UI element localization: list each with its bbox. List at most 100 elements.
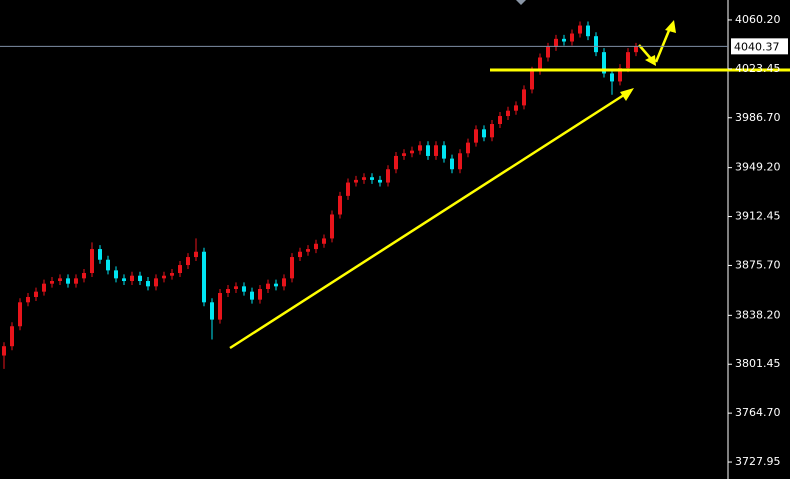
candle-body	[402, 153, 406, 156]
candle-body	[386, 169, 390, 183]
candle-body	[266, 283, 270, 289]
candle-body	[426, 145, 430, 156]
candle-body	[34, 291, 38, 297]
candle-body	[330, 214, 334, 239]
y-tick-label: 3986.70	[735, 111, 781, 124]
y-tick-label: 3875.70	[735, 258, 781, 271]
candle-body	[42, 283, 46, 292]
candle-body	[370, 177, 374, 180]
candle-body	[58, 278, 62, 282]
arrow-up	[654, 27, 672, 63]
candle-body	[522, 89, 526, 106]
candle-body	[274, 283, 278, 287]
candle-body	[306, 249, 310, 252]
candle-body	[546, 46, 550, 58]
candle-body	[434, 145, 438, 156]
candle-body	[82, 273, 86, 279]
candle-body	[186, 257, 190, 266]
trendline	[229, 91, 628, 350]
candle-body	[474, 129, 478, 143]
candle-body	[122, 278, 126, 282]
candle-body	[626, 52, 630, 69]
candle-body	[354, 179, 358, 183]
candle-body	[90, 249, 94, 274]
candle-body	[394, 155, 398, 170]
candle-body	[618, 68, 622, 82]
candle-body	[18, 302, 22, 327]
candle-body	[170, 273, 174, 276]
candle-body	[610, 73, 614, 82]
arrowhead-up	[665, 20, 676, 33]
candle-body	[458, 153, 462, 170]
candle-body	[594, 36, 598, 53]
y-tick-label: 3838.20	[735, 308, 781, 321]
candle-body	[202, 251, 206, 303]
candle-body	[242, 286, 246, 292]
candle-body	[162, 275, 166, 279]
y-tick-label: 4023.45	[735, 62, 781, 75]
candle-body	[298, 251, 302, 258]
y-tick-label: 3912.45	[735, 210, 781, 223]
candle-body	[74, 278, 78, 284]
candle-body	[146, 281, 150, 287]
candle-body	[410, 150, 414, 154]
arrowhead-down	[645, 55, 656, 66]
candle-body	[98, 249, 102, 260]
candle-body	[314, 243, 318, 250]
candle-body	[442, 145, 446, 159]
y-tick-label: 3801.45	[735, 357, 781, 370]
candle-body	[466, 142, 470, 154]
candle-body	[290, 257, 294, 279]
candle-body	[578, 25, 582, 34]
candle-body	[338, 195, 342, 215]
y-tick-label: 3727.95	[735, 455, 781, 468]
candle-body	[106, 259, 110, 271]
candle-body	[210, 302, 214, 320]
candle-body	[130, 275, 134, 282]
candle-body	[10, 326, 14, 347]
candle-body	[282, 278, 286, 287]
candle-body	[498, 116, 502, 125]
candle-body	[138, 275, 142, 282]
candle-body	[562, 38, 566, 42]
arrow-down	[638, 44, 653, 61]
last-price-label: 4040.37	[734, 40, 780, 53]
candle-body	[482, 129, 486, 138]
candle-body	[178, 265, 182, 274]
plot-area	[2, 21, 638, 369]
candle-body	[602, 52, 606, 74]
candle-body	[26, 296, 30, 303]
candle-body	[362, 177, 366, 180]
candle-body	[66, 278, 70, 284]
candle-body	[586, 25, 590, 37]
y-tick-label: 4060.20	[735, 13, 781, 26]
candle-body	[2, 346, 6, 356]
candle-body	[114, 270, 118, 279]
drawings	[229, 20, 790, 350]
candle-body	[506, 110, 510, 117]
candle-body	[346, 182, 350, 196]
candle-body	[258, 288, 262, 300]
candle-body	[218, 292, 222, 320]
y-tick-label: 3949.20	[735, 161, 781, 174]
candle-body	[554, 38, 558, 47]
candle-body	[418, 145, 422, 151]
candle-body	[226, 288, 230, 293]
candle-body	[450, 158, 454, 170]
candle-body	[490, 124, 494, 138]
y-tick-label: 3764.70	[735, 406, 781, 419]
last-price-box	[731, 38, 788, 55]
candle-body	[154, 278, 158, 287]
candle-body	[250, 291, 254, 300]
candle-body	[194, 251, 198, 258]
candle-body	[378, 179, 382, 183]
candle-body	[538, 57, 542, 71]
candle-body	[530, 70, 534, 90]
trend-arrowhead	[620, 88, 634, 101]
candle-body	[634, 46, 638, 53]
shift-marker	[516, 0, 526, 5]
candle-body	[570, 33, 574, 42]
candle-body	[50, 281, 54, 284]
candle-body	[234, 286, 238, 289]
